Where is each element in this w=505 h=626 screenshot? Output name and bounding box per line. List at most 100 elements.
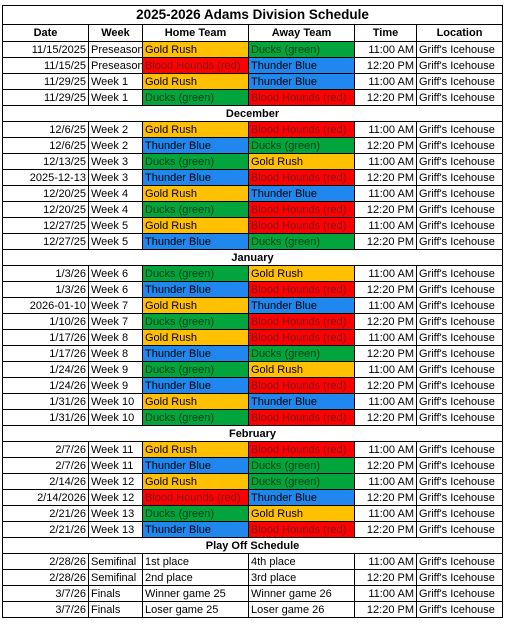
section-header-row: January <box>1 249 504 266</box>
game-location: Griff's Icehouse <box>415 121 504 138</box>
game-location: Griff's Icehouse <box>415 601 504 618</box>
game-date: 11/29/25 <box>2 73 89 90</box>
home-team: Thunder Blue <box>142 137 249 154</box>
game-week: Week 2 <box>88 121 143 138</box>
game-location: Griff's Icehouse <box>415 153 504 170</box>
home-team: Thunder Blue <box>142 345 249 362</box>
game-row: 12/13/25 Week 3 Ducks (green) Gold Rush 11:0… <box>2 153 504 170</box>
game-row: 1/24/26 Week 9 Thunder Blue Blood Hounds (r… <box>2 377 504 394</box>
game-week: Finals <box>88 601 143 618</box>
game-week: Week 4 <box>88 201 143 218</box>
game-date: 12/27/25 <box>2 217 89 234</box>
game-week: Week 3 <box>88 153 143 170</box>
home-team: Thunder Blue <box>142 521 249 538</box>
away-team: Winner game 26 <box>248 585 355 602</box>
game-row: 1/17/26 Week 8 Gold Rush Blood Hounds (red)… <box>2 329 504 346</box>
game-row: 2/14/2026 Week 12 Blood Hounds (red) Thunde… <box>2 489 504 506</box>
game-row: 12/27/25 Week 5 Thunder Blue Ducks (green) 1… <box>2 233 504 250</box>
game-row: 2/14/26 Week 12 Gold Rush Ducks (green) 11:0… <box>2 473 504 490</box>
game-location: Griff's Icehouse <box>415 297 504 314</box>
game-date: 11/15/2025 <box>2 41 89 58</box>
game-location: Griff's Icehouse <box>415 409 504 426</box>
game-date: 2026-01-10 <box>2 297 89 314</box>
away-team: Ducks (green) <box>248 137 355 154</box>
game-location: Griff's Icehouse <box>415 233 504 250</box>
game-date: 12/6/25 <box>2 121 89 138</box>
game-week: Week 3 <box>88 169 143 186</box>
home-team: Gold Rush <box>142 473 249 490</box>
home-team: Ducks (green) <box>142 313 249 330</box>
game-location: Griff's Icehouse <box>415 585 504 602</box>
game-location: Griff's Icehouse <box>415 553 504 570</box>
away-team: Thunder Blue <box>248 57 355 74</box>
game-location: Griff's Icehouse <box>415 393 504 410</box>
game-time: 11:00 AM <box>354 585 417 602</box>
game-row: 1/17/26 Week 8 Thunder Blue Ducks (green) 12… <box>2 345 504 362</box>
game-date: 1/31/26 <box>2 393 89 410</box>
game-time: 12:20 PM <box>354 281 417 298</box>
home-team: Ducks (green) <box>142 265 249 282</box>
section-header-row: December <box>1 105 504 122</box>
home-team: Thunder Blue <box>142 281 249 298</box>
section-label: January <box>1 249 504 266</box>
game-week: Week 7 <box>88 313 143 330</box>
header-location: Location <box>415 24 504 42</box>
game-location: Griff's Icehouse <box>415 41 504 58</box>
header-time: Time <box>354 24 417 42</box>
away-team: Ducks (green) <box>248 345 355 362</box>
home-team: Ducks (green) <box>142 153 249 170</box>
home-team: Gold Rush <box>142 217 249 234</box>
home-team: Ducks (green) <box>142 361 249 378</box>
away-team: 3rd place <box>248 569 355 586</box>
game-location: Griff's Icehouse <box>415 169 504 186</box>
game-row: 2/21/26 Week 13 Thunder Blue Blood Hounds (… <box>2 521 504 538</box>
section-label: Play Off Schedule <box>1 537 504 554</box>
game-week: Week 10 <box>88 393 143 410</box>
header-away-team: Away Team <box>248 24 355 42</box>
game-week: Week 13 <box>88 505 143 522</box>
game-date: 11/15/25 <box>2 57 89 74</box>
game-date: 11/29/25 <box>2 89 89 106</box>
away-team: Blood Hounds (red) <box>248 521 355 538</box>
away-team: Ducks (green) <box>248 233 355 250</box>
away-team: Blood Hounds (red) <box>248 169 355 186</box>
home-team: Gold Rush <box>142 73 249 90</box>
game-time: 12:20 PM <box>354 489 417 506</box>
home-team: Winner game 25 <box>142 585 249 602</box>
game-time: 11:00 AM <box>354 441 417 458</box>
away-team: Blood Hounds (red) <box>248 377 355 394</box>
away-team: Loser game 26 <box>248 601 355 618</box>
game-date: 1/3/26 <box>2 281 89 298</box>
game-time: 12:20 PM <box>354 457 417 474</box>
game-time: 11:00 AM <box>354 473 417 490</box>
game-time: 12:20 PM <box>354 409 417 426</box>
header-home-team: Home Team <box>142 24 249 42</box>
game-row: 2026-01-10 Week 7 Gold Rush Thunder Blue 11:… <box>2 297 504 314</box>
game-row: 2/7/26 Week 11 Thunder Blue Ducks (green) 12… <box>2 457 504 474</box>
game-date: 2/7/26 <box>2 457 89 474</box>
away-team: Gold Rush <box>248 265 355 282</box>
home-team: Blood Hounds (red) <box>142 489 249 506</box>
game-row: 11/15/25 Preseason Blood Hounds (red) Thund… <box>2 57 504 74</box>
away-team: Ducks (green) <box>248 473 355 490</box>
game-week: Week 6 <box>88 281 143 298</box>
schedule-body: 2025-2026 Adams Division Schedule Date W… <box>1 5 504 618</box>
game-time: 12:20 PM <box>354 233 417 250</box>
game-week: Week 1 <box>88 89 143 106</box>
game-week: Semifinal <box>88 569 143 586</box>
game-date: 1/10/26 <box>2 313 89 330</box>
away-team: Blood Hounds (red) <box>248 409 355 426</box>
game-week: Week 7 <box>88 297 143 314</box>
game-time: 11:00 AM <box>354 393 417 410</box>
game-week: Week 8 <box>88 329 143 346</box>
game-location: Griff's Icehouse <box>415 521 504 538</box>
game-date: 12/20/25 <box>2 185 89 202</box>
game-date: 1/31/26 <box>2 409 89 426</box>
game-date: 2/21/26 <box>2 505 89 522</box>
game-row: 12/6/25 Week 2 Thunder Blue Ducks (green) 12… <box>2 137 504 154</box>
home-team: Gold Rush <box>142 329 249 346</box>
section-header-row: February <box>1 425 504 442</box>
game-time: 12:20 PM <box>354 601 417 618</box>
game-week: Week 5 <box>88 233 143 250</box>
home-team: Loser game 25 <box>142 601 249 618</box>
